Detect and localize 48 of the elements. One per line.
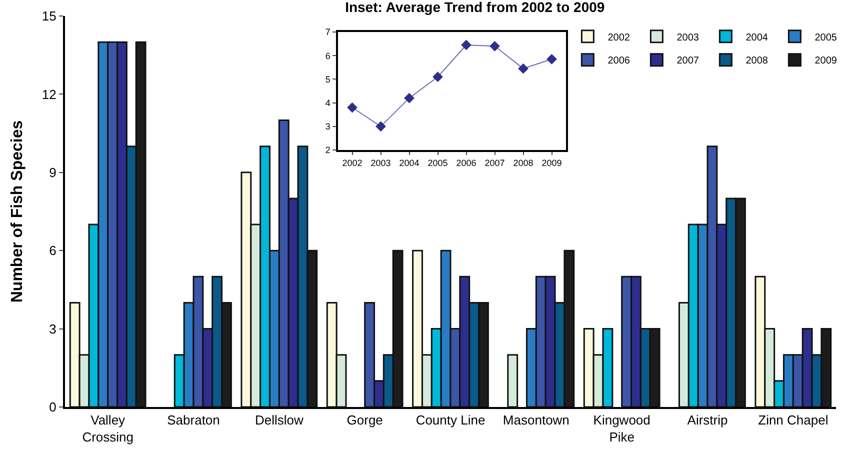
y-tick-label: 9 <box>49 164 56 180</box>
x-tick-label: Airstrip <box>687 412 728 428</box>
x-tick-label: 2008 <box>513 158 534 168</box>
legend-label: 2003 <box>676 32 700 44</box>
legend-label: 2006 <box>608 56 630 67</box>
legend-label: 2002 <box>608 32 630 44</box>
y-tick-label: 6 <box>49 243 56 258</box>
x-tick-label: Sabraton <box>167 412 220 428</box>
y-axis-title: Number of Fish Species <box>9 120 26 303</box>
y-tick-label: 0 <box>49 400 56 415</box>
y-tick-label: 6 <box>325 50 330 61</box>
y-tick-label: 7 <box>325 27 330 38</box>
x-tick-label: 2007 <box>484 158 505 168</box>
x-tick-label: 2006 <box>456 158 476 168</box>
point <box>347 102 358 113</box>
point <box>546 54 557 64</box>
y-tick-label: 12 <box>42 86 56 102</box>
y-tick-label: 3 <box>49 321 56 336</box>
point <box>518 63 528 74</box>
y-tick-label: 4 <box>325 98 330 108</box>
legend-label: 2009 <box>814 56 838 67</box>
point <box>461 40 472 50</box>
y-tick-label: 3 <box>325 122 330 132</box>
x-tick-label: Dellslow <box>254 412 304 428</box>
x-tick-label: Valley Crossing <box>82 412 134 444</box>
point <box>432 72 443 82</box>
x-tick-label: 2004 <box>399 158 420 168</box>
point <box>404 92 414 104</box>
x-tick-label: Kingwood Pike <box>593 412 650 444</box>
x-tick-label: 2005 <box>428 158 448 168</box>
x-tick-label: Masontown <box>502 412 570 428</box>
x-tick-label: 2009 <box>542 158 562 168</box>
point <box>376 121 386 132</box>
bar <box>507 354 518 407</box>
y-tick-label: 15 <box>42 8 56 24</box>
legend-label: 2005 <box>814 32 838 44</box>
point <box>490 40 500 52</box>
legend-label: 2008 <box>746 56 768 67</box>
x-tick-label: 2003 <box>370 158 391 168</box>
x-tick-label: Gorge <box>346 412 383 428</box>
y-tick-label: 5 <box>325 74 330 84</box>
x-tick-label: Zinn Chapel <box>758 412 828 428</box>
y-tick-label: 2 <box>325 145 330 156</box>
legend-label: 2007 <box>676 56 700 67</box>
x-tick-label: County Line <box>416 412 486 428</box>
legend-label: 2004 <box>746 32 768 44</box>
chart-title: Inset: Average Trend from 2002 to 2009 <box>345 0 605 16</box>
x-tick-label: 2002 <box>342 158 362 168</box>
